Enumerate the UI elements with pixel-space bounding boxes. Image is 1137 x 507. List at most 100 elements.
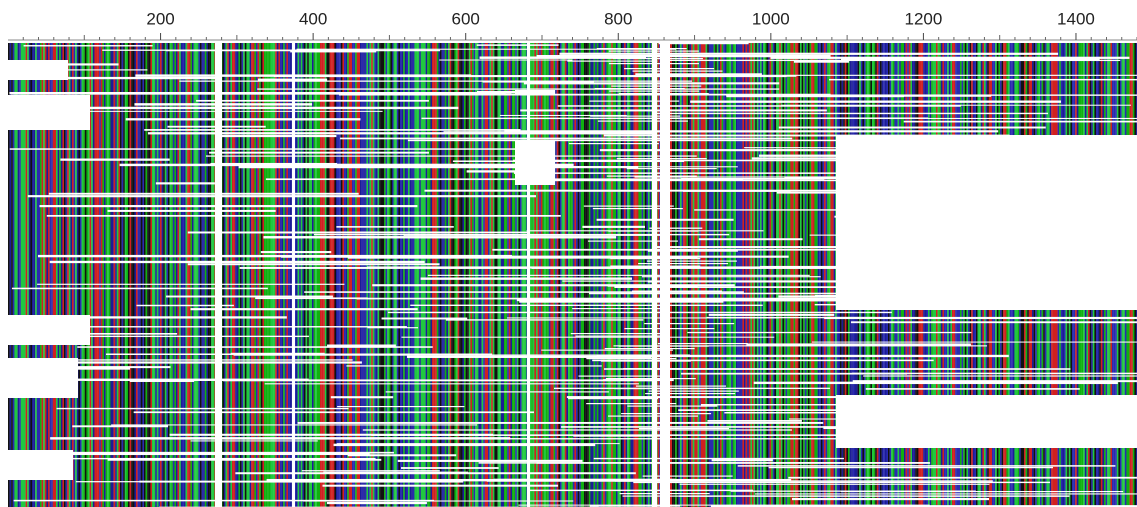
tick-label: 800 [604,9,632,28]
column-stripe [59,43,61,507]
column-stripe [811,43,813,507]
gap-line [513,159,1043,162]
gap-line [726,94,1137,96]
gap-line [824,316,1137,320]
gap-line [30,76,219,80]
gap-line [13,499,435,502]
column-stripe [184,43,186,507]
gap-line [401,467,499,469]
column-stripe [212,43,215,507]
column-stripe [179,43,181,507]
gap-line [603,134,1010,137]
gap-line [572,308,663,310]
gap-line [638,263,729,265]
gap-line [594,88,685,90]
gap-line [621,413,712,415]
column-stripe [75,43,77,507]
gap-line [445,319,644,321]
gap-line [570,333,661,335]
gap-line [48,192,359,195]
gap-line [492,248,972,251]
gap-line [679,495,1070,497]
column-stripe [388,43,391,507]
column-stripe [259,43,261,507]
gap-line [519,300,724,303]
gap-line [768,466,1053,469]
tick-label: 400 [299,9,327,28]
gap-block [660,43,670,507]
gap-line [347,454,457,457]
column-stripe [240,43,242,507]
column-stripe [272,43,274,507]
column-stripe [131,43,133,507]
gap-line [340,137,793,140]
column-stripe [123,43,125,507]
gap-line [478,462,929,464]
gap-line [346,365,602,367]
column-stripe [92,43,95,507]
gap-line [646,260,737,262]
column-stripe [132,43,135,507]
column-stripe [392,43,394,507]
column-stripe [56,43,58,507]
column-stripe [425,43,428,507]
gap-line [610,258,701,260]
gap-line [588,292,921,295]
gap-line [410,304,763,307]
column-stripe [60,43,63,507]
column-stripe [232,43,234,507]
gap-line [221,134,337,138]
column-stripe [225,43,228,507]
gap-line [608,63,699,65]
gap-line [738,74,1137,76]
column-stripe [38,43,41,507]
gap-block [527,43,530,507]
column-stripe [140,43,143,507]
column-stripe [19,43,21,507]
gap-line [840,490,1124,493]
gap-line [209,151,429,154]
gap-line [326,501,427,505]
column-stripe [193,43,196,507]
column-stripe [396,43,399,507]
column-stripe [248,43,250,507]
gap-line [575,335,666,337]
gap-line [586,358,677,360]
gap-line [657,343,748,345]
gap-line [647,368,956,370]
gap-line [711,459,773,462]
column-stripe [822,43,825,507]
gap-line [520,109,827,112]
column-stripe [30,43,33,507]
column-stripe [326,43,329,507]
gap-line [336,226,454,228]
gap-line [737,465,1116,467]
gap-line [25,361,362,364]
column-stripe [200,43,202,507]
gap-block [836,440,1137,448]
column-stripe [424,43,426,507]
gap-line [19,316,287,319]
column-stripe [43,43,45,507]
column-stripe [206,43,209,507]
gap-line [50,437,511,440]
gap-line [139,480,464,483]
gap-line [770,56,1130,59]
gap-line [338,93,831,96]
gap-line [654,112,1049,115]
gap-line [46,214,561,217]
column-stripe [273,43,276,507]
gap-line [105,353,493,355]
gap-line [644,323,735,325]
gap-line [337,405,465,408]
column-stripe [9,43,12,507]
gap-line [439,59,573,61]
gap-line [257,88,780,90]
gap-line [635,73,762,76]
column-stripe [91,43,93,507]
column-stripe [76,43,79,507]
gap-line [781,104,1131,106]
column-stripe [67,43,69,507]
column-stripe [830,43,833,507]
